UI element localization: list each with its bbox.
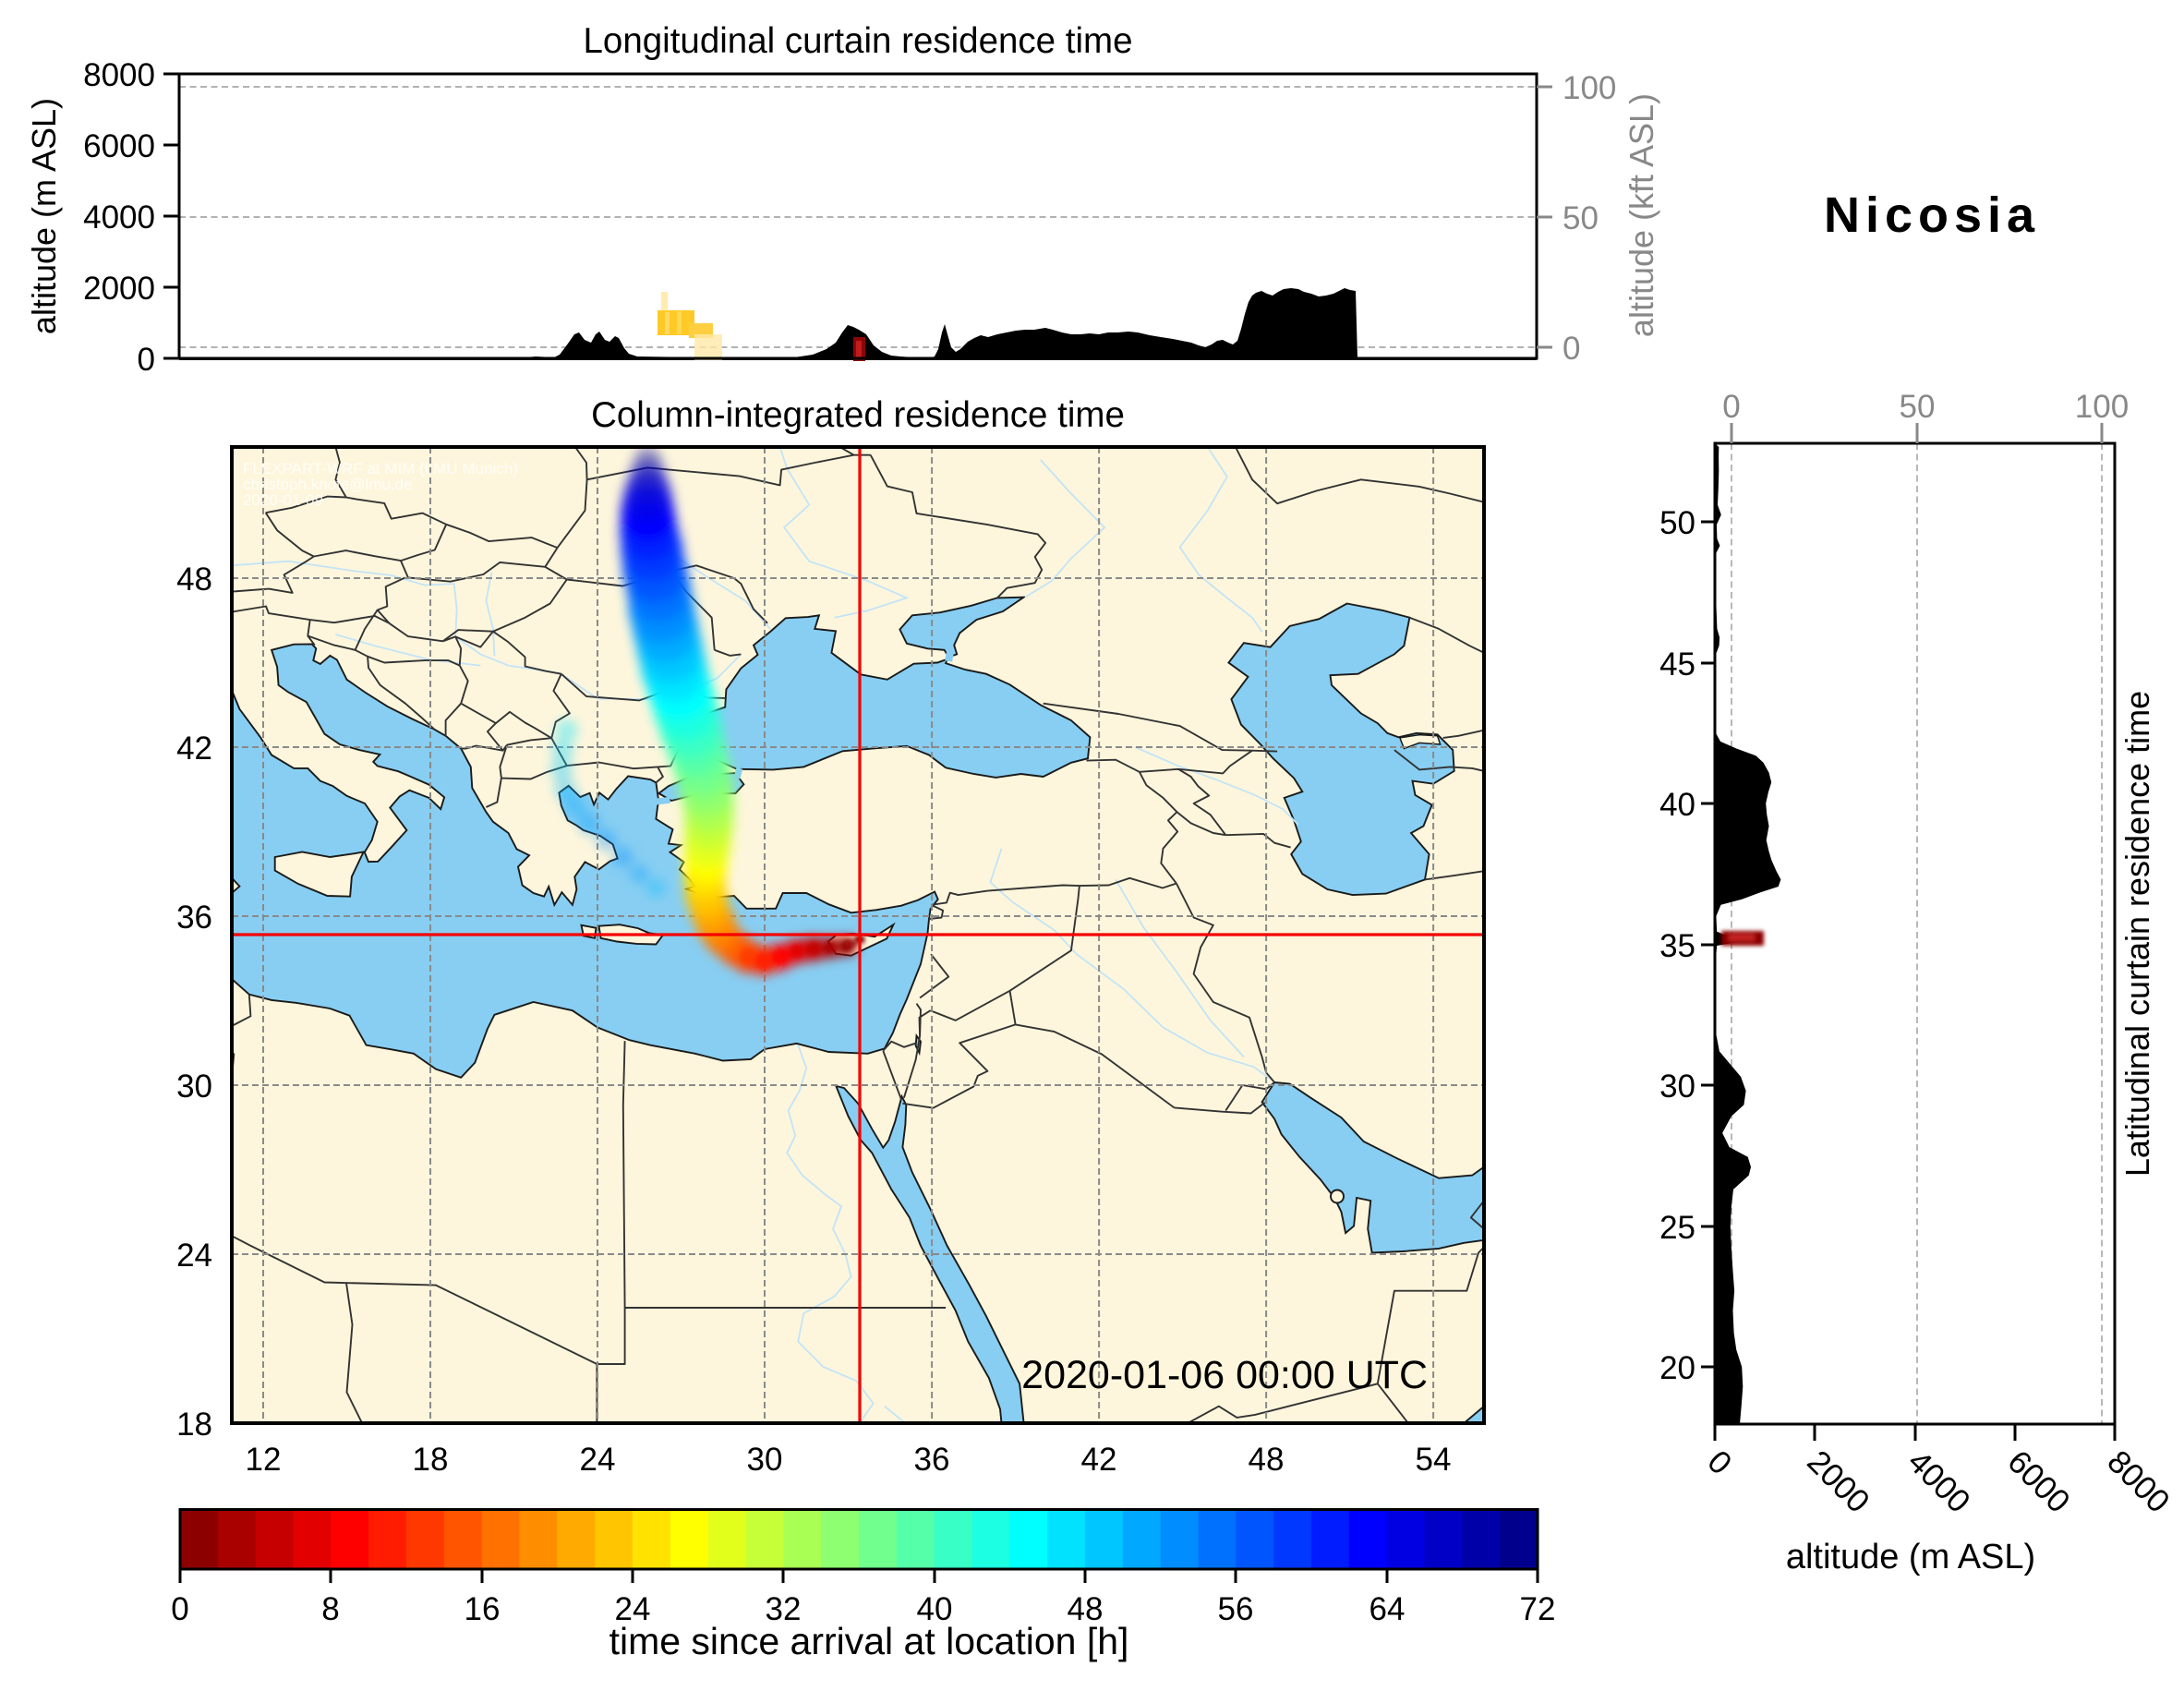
- svg-text:12: 12: [246, 1442, 282, 1478]
- svg-text:100: 100: [1563, 70, 1616, 106]
- svg-text:altitude (m ASL): altitude (m ASL): [25, 98, 63, 334]
- svg-text:2020-01-09: 2020-01-09: [243, 491, 323, 509]
- svg-text:64: 64: [1370, 1591, 1406, 1627]
- svg-text:2000: 2000: [83, 271, 155, 307]
- svg-text:24: 24: [176, 1238, 212, 1274]
- svg-text:0: 0: [1563, 331, 1580, 367]
- svg-text:altitude (m ASL): altitude (m ASL): [1786, 1538, 2035, 1576]
- svg-text:54: 54: [1416, 1442, 1452, 1478]
- svg-text:Longitudinal curtain residence: Longitudinal curtain residence time: [584, 21, 1133, 61]
- svg-text:50: 50: [1900, 389, 1936, 425]
- svg-text:30: 30: [1659, 1069, 1695, 1105]
- svg-text:48: 48: [1068, 1591, 1104, 1627]
- svg-text:Column-integrated residence ti: Column-integrated residence time: [591, 395, 1125, 435]
- svg-text:56: 56: [1218, 1591, 1254, 1627]
- svg-text:Latitudinal curtain residence: Latitudinal curtain residence time: [2118, 691, 2156, 1177]
- svg-text:2020-01-06 00:00 UTC: 2020-01-06 00:00 UTC: [1021, 1353, 1428, 1397]
- svg-text:6000: 6000: [83, 128, 155, 164]
- svg-text:42: 42: [1081, 1442, 1117, 1478]
- svg-text:18: 18: [413, 1442, 449, 1478]
- svg-text:4000: 4000: [83, 199, 155, 236]
- svg-text:Nicosia: Nicosia: [1824, 187, 2040, 243]
- svg-text:40: 40: [1659, 787, 1695, 823]
- svg-text:40: 40: [917, 1591, 953, 1627]
- svg-text:25: 25: [1659, 1210, 1695, 1246]
- svg-text:24: 24: [615, 1591, 651, 1627]
- svg-text:time since arrival at location: time since arrival at location [h]: [609, 1620, 1129, 1662]
- svg-text:50: 50: [1563, 200, 1599, 236]
- svg-text:36: 36: [176, 900, 212, 936]
- svg-text:16: 16: [465, 1591, 501, 1627]
- svg-text:altitude (kft ASL): altitude (kft ASL): [1623, 93, 1660, 337]
- svg-text:30: 30: [176, 1069, 212, 1105]
- svg-text:0: 0: [1722, 389, 1740, 425]
- svg-text:42: 42: [176, 731, 212, 767]
- svg-text:72: 72: [1520, 1591, 1556, 1627]
- svg-text:35: 35: [1659, 928, 1695, 964]
- svg-text:0: 0: [171, 1591, 188, 1627]
- svg-text:50: 50: [1659, 505, 1695, 541]
- svg-text:18: 18: [176, 1407, 212, 1443]
- svg-text:8000: 8000: [83, 57, 155, 93]
- svg-text:christoph.knote@lmu.de: christoph.knote@lmu.de: [243, 476, 413, 493]
- svg-text:FLEXPART-WRF at MIM (LMU Munic: FLEXPART-WRF at MIM (LMU Munich): [243, 460, 518, 477]
- svg-text:0: 0: [138, 342, 155, 378]
- svg-text:32: 32: [766, 1591, 802, 1627]
- svg-text:36: 36: [914, 1442, 950, 1478]
- svg-text:8: 8: [321, 1591, 339, 1627]
- svg-text:100: 100: [2075, 389, 2129, 425]
- svg-text:45: 45: [1659, 646, 1695, 682]
- svg-text:20: 20: [1659, 1350, 1695, 1386]
- svg-text:48: 48: [1249, 1442, 1285, 1478]
- svg-text:48: 48: [176, 562, 212, 598]
- svg-text:30: 30: [747, 1442, 783, 1478]
- svg-text:24: 24: [580, 1442, 616, 1478]
